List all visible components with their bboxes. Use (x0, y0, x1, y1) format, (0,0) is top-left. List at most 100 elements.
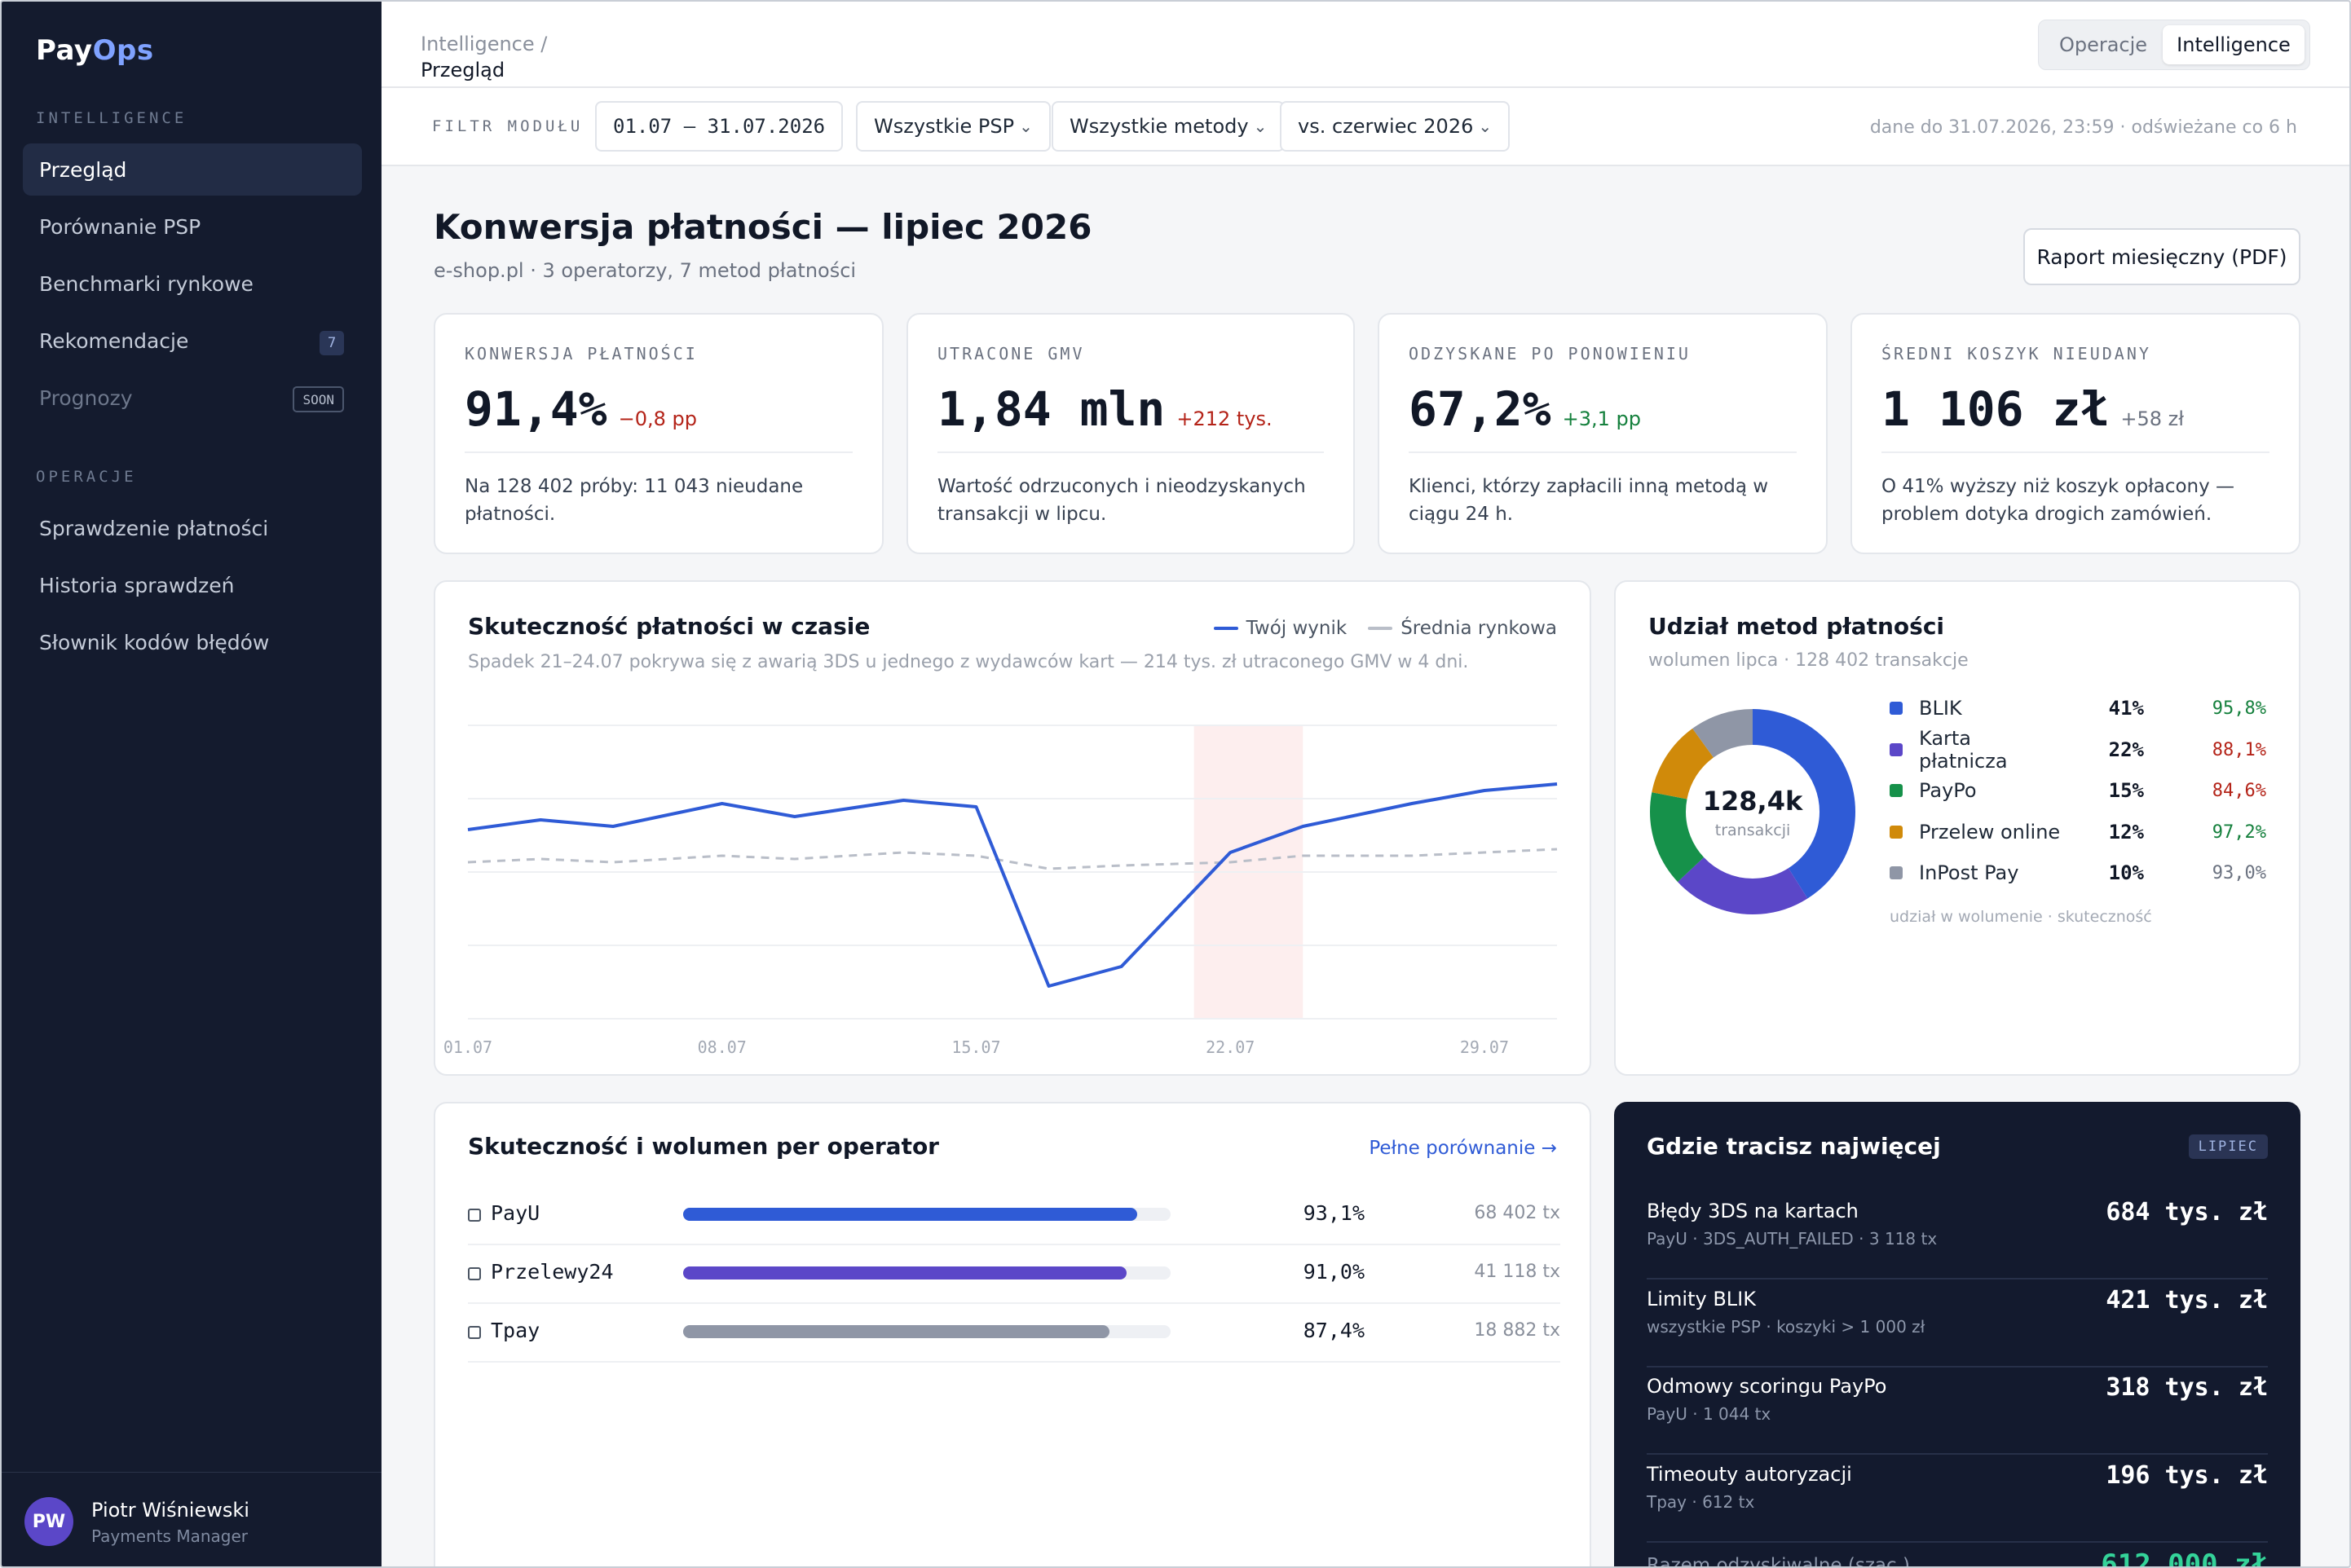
page-title: Konwersja płatności — lipiec 2026 (434, 207, 1092, 247)
bar-track (683, 1325, 1171, 1338)
x-tick-label: 22.07 (1206, 1037, 1255, 1057)
sidebar-item-porownanie-psp[interactable]: Porównanie PSP (39, 214, 201, 239)
losses-title: Gdzie tracisz najwięcej (1647, 1133, 1941, 1160)
recoverable-total-label: Razem odzyskiwalne (szac.) (1647, 1555, 1910, 1568)
monthly-report-button[interactable]: Raport miesięczny (PDF) (2023, 228, 2300, 285)
kpi-label: ŚREDNI KOSZYK NIEUDANY (1881, 344, 2151, 363)
kpi-delta: −0,8 pp (618, 407, 697, 430)
donut-subtitle: wolumen lipca · 128 402 transakcje (1648, 650, 1969, 671)
donut-footnote: udział w wolumenie · skuteczność (1890, 908, 2152, 926)
toggle-intelligence[interactable]: Intelligence (2163, 25, 2305, 64)
psp-filter[interactable]: Wszystkie PSP ⌄ (856, 101, 1051, 152)
compare-filter[interactable]: vs. czerwiec 2026 ⌄ (1280, 101, 1511, 152)
kpi-value: 1,84 mln +212 tys. (937, 381, 1273, 437)
legend-row-przelew: Przelew online 12% 97,2% (1890, 820, 2266, 844)
x-tick-label: 29.07 (1460, 1037, 1509, 1057)
checkbox[interactable] (468, 1326, 481, 1339)
kpi-label: UTRACONE GMV (937, 344, 1085, 363)
loss-row[interactable]: Timeouty autoryzacji Tpay · 612 tx 196 t… (1647, 1455, 2268, 1543)
filter-bar: FILTR MODUŁU 01.07 – 31.07.2026 Wszystki… (382, 88, 2349, 166)
legend-row-paypo: PayPo 15% 84,6% (1890, 778, 2266, 803)
breadcrumb-current: Przegląd (421, 59, 505, 81)
sidebar-item-prognozy[interactable]: Prognozy SOON (23, 372, 362, 424)
bar-track (683, 1266, 1171, 1280)
count-badge: 7 (320, 331, 344, 355)
avatar: PW (24, 1497, 73, 1546)
donut-slice-karta-płatnicza (1650, 709, 1855, 914)
bar-fill (683, 1208, 1137, 1221)
kpi-note: Klienci, którzy zapłacili inną metodą w … (1409, 476, 1769, 525)
loss-row[interactable]: Odmowy scoringu PayPo PayU · 1 044 tx 31… (1647, 1367, 2268, 1455)
toggle-operacje[interactable]: Operacje (2058, 33, 2148, 56)
donut-center-value: 128,4k (1702, 786, 1803, 817)
kpi-note: Na 128 402 próby: 11 043 nieudane płatno… (465, 476, 804, 525)
donut-chart (1650, 709, 1855, 914)
operator-row-tpay[interactable]: Tpay 87,4% 18 882 tx (468, 1304, 1560, 1363)
kpi-card-conversion: KONWERSJA PŁATNOŚCI 91,4% −0,8 pp Na 128 … (434, 313, 884, 554)
user-name: Piotr Wiśniewski (91, 1499, 249, 1522)
logo: PayOps (36, 34, 154, 67)
divider (465, 451, 853, 453)
sidebar-item-przeglad[interactable]: Przegląd (23, 143, 362, 196)
kpi-note: O 41% wyższy niż koszyk opłacony — probl… (1881, 476, 2235, 525)
operators-card: Skuteczność i wolumen per operator Pełne… (434, 1102, 1591, 1566)
filter-label: FILTR MODUŁU (432, 117, 584, 135)
chart-title: Skuteczność płatności w czasie (468, 613, 871, 640)
sidebar-item-rekomendacje[interactable]: Rekomendacje 7 (23, 315, 362, 367)
bar-fill (683, 1266, 1127, 1280)
date-range-picker[interactable]: 01.07 – 31.07.2026 (595, 101, 844, 152)
sidebar-section-intelligence: INTELLIGENCE (36, 109, 187, 127)
sidebar-item-historia[interactable]: Historia sprawdzeń (39, 573, 235, 597)
payment-methods-card: Udział metod płatności wolumen lipca · 1… (1614, 580, 2300, 1076)
full-comparison-link[interactable]: Pełne porównanie → (1369, 1138, 1557, 1159)
donut-center-label: transakcji (1714, 821, 1791, 839)
sidebar-item-slownik[interactable]: Słownik kodów błędów (39, 630, 270, 654)
divider (1881, 451, 2269, 453)
operator-row-przelewy24[interactable]: Przelewy24 91,0% 41 118 tx (468, 1245, 1560, 1304)
legend-row-card: Karta płatnicza 22% 88,1% (1890, 727, 2266, 773)
donut-title: Udział metod płatności (1648, 613, 1945, 640)
kpi-delta: +58 zł (2120, 407, 2185, 430)
losses-card: Gdzie tracisz najwięcej LIPIEC Błędy 3DS… (1614, 1102, 2300, 1568)
checkbox[interactable] (468, 1267, 481, 1280)
x-tick-label: 15.07 (951, 1037, 1000, 1057)
chevron-down-icon: ⌄ (1253, 117, 1268, 136)
sidebar-section-operacje: OPERACJE (36, 468, 137, 486)
donut-slice-inpost-pay (1650, 709, 1855, 914)
kpi-value: 91,4% −0,8 pp (465, 381, 697, 437)
kpi-value: 1 106 zł +58 zł (1881, 381, 2185, 437)
user-profile[interactable]: PW Piotr Wiśniewski Payments Manager (2, 1472, 382, 1566)
bar-track (683, 1208, 1171, 1221)
page-subtitle: e-shop.pl · 3 operatorzy, 7 metod płatno… (434, 259, 857, 282)
period-badge: LIPIEC (2188, 1134, 2268, 1159)
sidebar: PayOps INTELLIGENCE Przegląd Porównanie … (2, 2, 382, 1566)
operator-row-payu[interactable]: PayU 93,1% 68 402 tx (468, 1187, 1560, 1245)
loss-row[interactable]: Błędy 3DS na kartach PayU · 3DS_AUTH_FAI… (1647, 1191, 2268, 1280)
module-toggle: Operacje Intelligence (2038, 20, 2310, 70)
sidebar-item-benchmarki[interactable]: Benchmarki rynkowe (39, 271, 254, 296)
operators-title: Skuteczność i wolumen per operator (468, 1133, 939, 1160)
user-role: Payments Manager (91, 1526, 249, 1546)
soon-badge: SOON (293, 386, 344, 412)
data-freshness: dane do 31.07.2026, 23:59 · odświeżane c… (1869, 117, 2297, 138)
x-tick-label: 01.07 (443, 1037, 492, 1057)
recoverable-total-value: 612 000 zł (2101, 1548, 2268, 1568)
sidebar-item-sprawdzenie[interactable]: Sprawdzenie płatności (39, 516, 269, 540)
kpi-label: KONWERSJA PŁATNOŚCI (465, 344, 698, 363)
kpi-card-recovered: ODZYSKANE PO PONOWIENIU 67,2% +3,1 pp Kli… (1378, 313, 1828, 554)
x-tick-label: 08.07 (698, 1037, 747, 1057)
methods-filter[interactable]: Wszystkie metody ⌄ (1052, 101, 1286, 152)
legend-row-blik: BLIK 41% 95,8% (1890, 696, 2266, 720)
chevron-down-icon: ⌄ (1019, 117, 1033, 136)
divider (937, 451, 1324, 453)
loss-row[interactable]: Limity BLIK wszystkie PSP · koszyki > 1 … (1647, 1280, 2268, 1368)
breadcrumb-parent[interactable]: Intelligence / (421, 33, 548, 55)
kpi-value: 67,2% +3,1 pp (1409, 381, 1641, 437)
checkbox[interactable] (468, 1209, 481, 1222)
kpi-label: ODZYSKANE PO PONOWIENIU (1409, 344, 1691, 363)
chart-legend: Twój wynik Średnia rynkowa (1213, 618, 1557, 639)
kpi-delta: +212 tys. (1176, 407, 1273, 430)
series-line-market (467, 848, 1558, 870)
kpi-note: Wartość odrzuconych i nieodzyskanych tra… (937, 476, 1306, 525)
